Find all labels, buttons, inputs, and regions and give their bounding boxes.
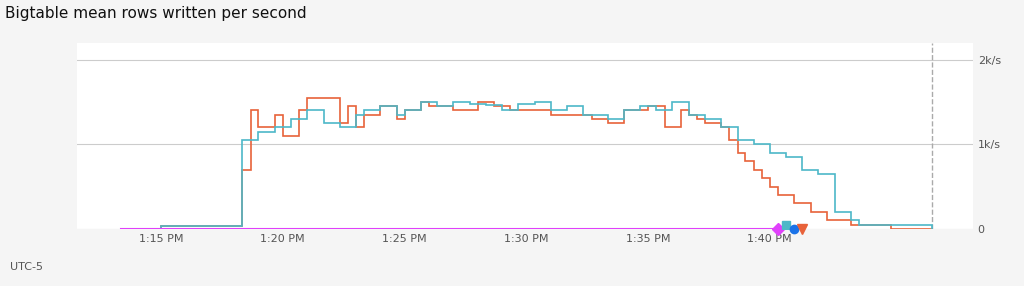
Text: UTC-5: UTC-5 <box>9 262 43 272</box>
Text: Bigtable mean rows written per second: Bigtable mean rows written per second <box>5 6 307 21</box>
